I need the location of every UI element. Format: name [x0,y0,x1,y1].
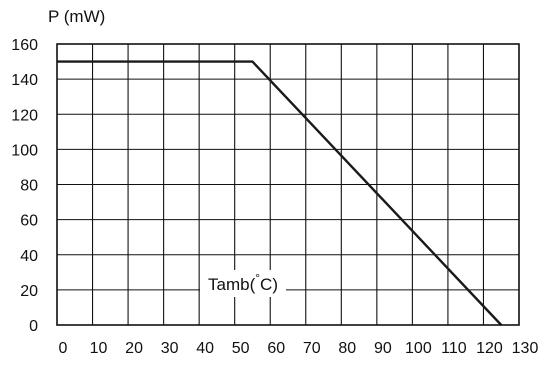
x-tick-label: 50 [232,340,250,357]
x-tick-label: 130 [512,340,539,357]
x-tick-label: 90 [374,340,392,357]
x-tick-label: 20 [125,340,143,357]
y-tick-label: 40 [20,248,38,265]
x-axis-label: Tamb(°C) [208,271,278,294]
y-tick-labels: 0 20 40 60 80 100 120 140 160 [11,37,38,335]
x-tick-label: 120 [476,340,503,357]
degree-sign: ° [255,271,260,285]
x-tick-label: 100 [405,340,432,357]
y-tick-label: 140 [11,72,38,89]
x-tick-label: 30 [161,340,179,357]
x-tick-label: 60 [267,340,285,357]
y-tick-label: 60 [20,213,38,230]
series-layer [57,60,503,326]
x-tick-label: 110 [441,340,467,357]
plot-frame [56,43,520,326]
y-axis-label: P (mW) [48,7,105,26]
y-tick-label: 20 [20,283,38,300]
y-tick-label: 80 [20,178,38,195]
y-tick-label: 120 [11,107,38,124]
x-tick-labels: 0 10 20 30 40 50 60 70 80 90 100 110 120 130 [59,340,539,357]
series-line [57,60,503,326]
x-axis-label-suffix: C) [260,275,278,294]
x-tick-label: 0 [59,340,68,357]
y-tick-label: 100 [11,142,38,159]
grid-lines [57,44,519,325]
x-axis-label-prefix: Tamb( [208,275,256,294]
x-tick-label: 40 [196,340,214,357]
x-tick-label: 80 [338,340,356,357]
x-axis-label-background [200,270,286,297]
x-tick-label: 70 [303,340,321,357]
x-tick-label: 10 [90,340,108,357]
y-tick-label: 0 [29,318,38,335]
y-tick-label: 160 [11,37,38,54]
